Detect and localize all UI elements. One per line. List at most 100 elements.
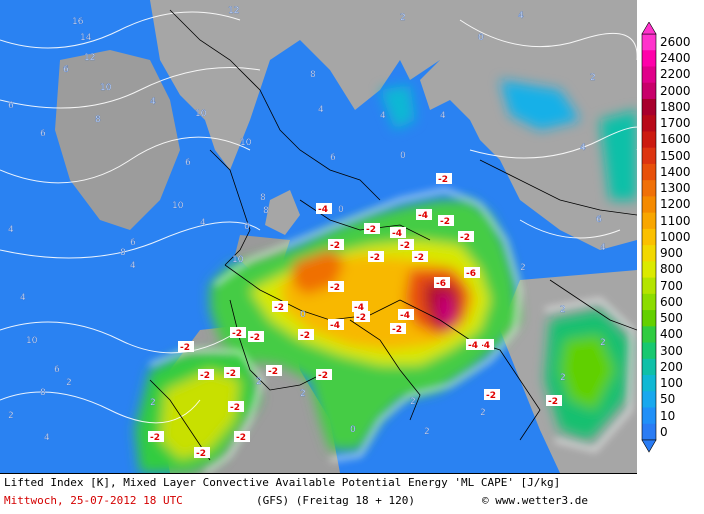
map-label: 12 — [84, 53, 95, 63]
map-label-box — [434, 277, 450, 288]
map-label: 2 — [256, 377, 262, 387]
map-label: 10 — [232, 255, 244, 265]
map-label-negative: -2 — [440, 217, 450, 227]
map-label-negative: -4 — [330, 321, 340, 331]
weather-map: 16 14 12 12 10 10 8 8 6 6 6 4 4 4 4 2 2 … — [0, 0, 637, 473]
map-label: 8 — [263, 206, 269, 216]
caption-model: (GFS) (Freitag 18 + 120) — [256, 494, 415, 507]
map-label: 0 — [400, 151, 406, 161]
map-label: 2 — [520, 263, 526, 273]
map-label: 12 — [228, 6, 239, 16]
legend-label: 600 — [660, 294, 683, 309]
legend-label: 50 — [660, 392, 676, 407]
map-label: 8 — [260, 193, 266, 203]
legend-swatch — [642, 326, 656, 344]
map-label-negative: -2 — [370, 253, 380, 263]
map-label-negative: -2 — [300, 331, 310, 341]
map-label-negative: -4 — [354, 303, 364, 313]
legend-swatch — [642, 375, 656, 392]
legend-swatch — [642, 196, 656, 214]
caption-date: Mittwoch, 25-07-2012 18 UTC — [4, 494, 183, 507]
map-label-box — [398, 239, 414, 250]
map-label-negative: -4 — [392, 229, 402, 239]
legend-label: 2600 — [660, 35, 691, 49]
map-label: 4 — [440, 111, 446, 121]
legend-label: 1400 — [660, 164, 691, 179]
map-label-box — [412, 251, 428, 262]
legend-label: 900 — [660, 246, 683, 261]
map-label-box — [484, 389, 500, 400]
map-label-negative: -2 — [486, 391, 496, 401]
map-label: 10 — [240, 138, 252, 148]
map-caption: Lifted Index [K], Mixed Layer Convective… — [0, 473, 637, 514]
map-label-negative: -2 — [226, 369, 236, 379]
legend-swatch — [642, 131, 656, 149]
map-label-box — [316, 369, 332, 380]
map-label: 4 — [318, 105, 324, 115]
map-label: 4 — [20, 293, 26, 303]
map-label: 2 — [560, 373, 566, 383]
legend-label: 200 — [660, 359, 683, 374]
map-label: 4 — [44, 433, 50, 443]
map-label-negative: -4 — [480, 341, 490, 351]
map-label: 2 — [560, 305, 566, 315]
map-label-negative: -2 — [268, 367, 278, 377]
map-label: 10 — [100, 83, 112, 93]
legend-label: 2400 — [660, 51, 691, 66]
legend-swatch — [642, 310, 656, 327]
legend-label: 1100 — [660, 213, 691, 228]
map-label-box — [364, 223, 380, 234]
map-label-box — [354, 311, 370, 322]
map-label: 8 — [40, 388, 46, 398]
map-label-negative: -2 — [460, 233, 470, 243]
map-label: 8 — [95, 115, 101, 125]
caption-credit: © www.wetter3.de — [482, 494, 588, 507]
map-label-box — [398, 309, 414, 320]
map-label-negative: -4 — [468, 341, 478, 351]
map-label: 6 — [330, 153, 336, 163]
map-label-negative: -2 — [548, 397, 558, 407]
map-label-box — [228, 401, 244, 412]
map-label: 16 — [72, 17, 84, 27]
map-label-box — [416, 209, 432, 220]
map-label: 0 — [478, 33, 484, 43]
map-label-negative: -2 — [236, 433, 246, 443]
map-label-negative: -2 — [196, 449, 206, 459]
map-label: 6 — [596, 215, 602, 225]
legend-label: 800 — [660, 262, 683, 277]
map-label-negative: -2 — [274, 303, 284, 313]
map-label: 2 — [300, 389, 306, 399]
map-label-box — [390, 323, 406, 334]
legend-swatch — [642, 228, 656, 246]
legend-swatch — [642, 293, 656, 311]
map-label: 10 — [195, 109, 207, 119]
map-label-negative: -4 — [418, 211, 428, 221]
map-label: 0 — [244, 222, 250, 232]
map-label: 4 — [200, 218, 206, 228]
legend-swatch — [642, 50, 656, 67]
legend-swatch — [642, 423, 656, 441]
map-label: 2 — [600, 338, 606, 348]
map-label-negative: -4 — [318, 205, 328, 215]
legend-swatch — [642, 261, 656, 279]
coastlines — [149, 9, 637, 461]
map-label-negative: -2 — [400, 241, 410, 251]
legend-color-bar — [641, 33, 657, 441]
legend-bottom-arrow — [641, 439, 657, 453]
legend-swatch — [642, 277, 656, 295]
lifted-index-labels-positive: 16 14 12 12 10 10 8 8 6 6 6 4 4 4 4 2 2 … — [8, 6, 606, 443]
map-label: 4 — [580, 143, 586, 153]
map-label-box — [234, 431, 250, 442]
map-label: 10 — [26, 336, 38, 346]
map-label-box — [248, 331, 264, 342]
map-label: 0 — [300, 310, 306, 320]
map-label: 8 — [120, 248, 126, 258]
map-label-box — [546, 395, 562, 406]
map-label-box — [198, 369, 214, 380]
map-label-box — [466, 339, 482, 350]
map-label-negative: -2 — [392, 325, 402, 335]
legend-swatch — [642, 115, 656, 132]
map-label-negative: -2 — [356, 313, 366, 323]
map-label-box — [368, 251, 384, 262]
map-label-negative: -2 — [438, 175, 448, 185]
